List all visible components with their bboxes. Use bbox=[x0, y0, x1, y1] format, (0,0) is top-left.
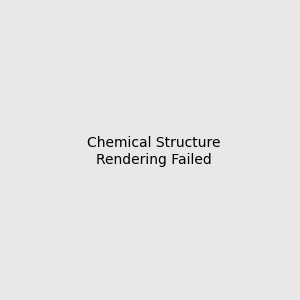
Text: Chemical Structure
Rendering Failed: Chemical Structure Rendering Failed bbox=[87, 136, 220, 166]
